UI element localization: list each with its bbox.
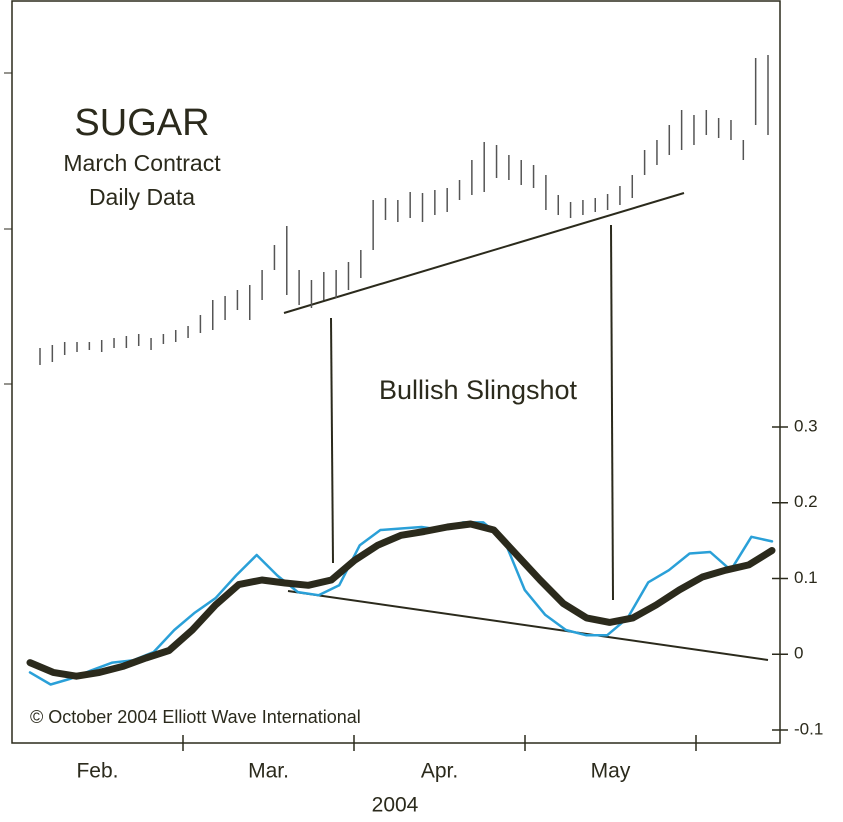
connector-line bbox=[330, 317, 334, 564]
y-tick-label: 0.3 bbox=[794, 416, 818, 435]
chart-title: SUGAR bbox=[74, 102, 209, 144]
subtitle: Daily Data bbox=[89, 184, 195, 210]
connector-line bbox=[610, 224, 614, 601]
annotation: Bullish Slingshot bbox=[379, 375, 578, 405]
y-tick-label: -0.1 bbox=[794, 719, 823, 738]
x-tick-label: Mar. bbox=[248, 760, 289, 783]
x-tick-label: May bbox=[591, 760, 631, 783]
x-tick-label: Apr. bbox=[421, 760, 458, 783]
trend-line bbox=[283, 192, 685, 314]
indicator-line bbox=[26, 520, 776, 680]
x-tick-label: Feb. bbox=[76, 760, 118, 783]
frame bbox=[11, 0, 781, 744]
subtitle: March Contract bbox=[63, 150, 221, 176]
y-tick-label: 0.1 bbox=[794, 568, 818, 587]
x-axis-label: 2004 bbox=[372, 794, 419, 817]
y-tick-label: 0.2 bbox=[794, 492, 818, 511]
copyright: © October 2004 Elliott Wave Internationa… bbox=[30, 707, 361, 727]
trend-line bbox=[287, 590, 769, 661]
y-tick-label: 0 bbox=[794, 644, 803, 663]
